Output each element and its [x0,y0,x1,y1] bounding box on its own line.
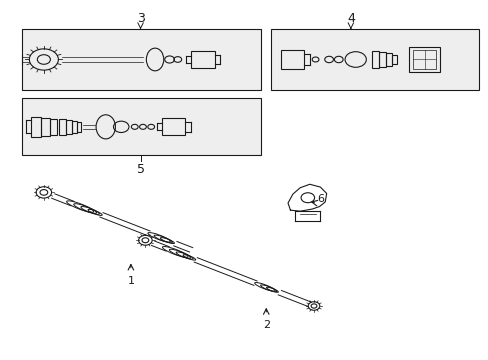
Bar [379,53,386,67]
Text: 1: 1 [127,276,134,286]
Bar [270,30,478,90]
Bar [191,51,214,68]
Bar [22,30,261,90]
Bar [408,47,439,72]
Text: 3: 3 [136,12,144,25]
Text: 5: 5 [136,163,144,176]
Bar [72,121,77,133]
Bar [77,122,81,132]
Bar [162,118,184,135]
Bar [412,50,435,69]
Text: 4: 4 [346,12,354,25]
Bar [371,51,379,68]
Bar [50,119,57,135]
Text: 6: 6 [317,194,324,204]
Bar [22,99,261,155]
Bar [66,120,72,134]
Text: 2: 2 [262,320,269,330]
Bar [31,117,41,137]
Bar [386,54,391,66]
Bar [391,54,396,64]
Bar [280,50,304,69]
Bar [41,118,50,136]
Bar [59,119,66,135]
